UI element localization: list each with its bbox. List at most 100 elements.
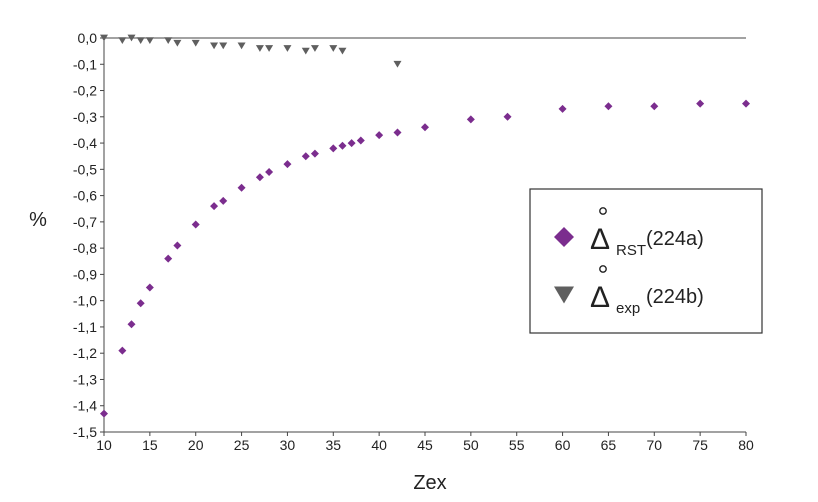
y-tick-label: -0,5 <box>73 161 97 177</box>
legend-symbol: Δ <box>590 281 610 314</box>
data-point-diamond <box>100 409 108 418</box>
data-point-diamond <box>650 102 659 111</box>
data-point-diamond <box>283 160 292 169</box>
y-tick-label: -0,2 <box>73 83 97 99</box>
data-point-diamond <box>375 131 384 140</box>
data-point-diamond <box>219 196 228 205</box>
series-2 <box>100 34 402 68</box>
x-tick-label: 70 <box>646 437 662 453</box>
legend-box <box>529 188 763 334</box>
data-point-diamond <box>136 299 145 308</box>
data-point-diamond <box>347 139 356 148</box>
series-1 <box>100 99 750 418</box>
data-point-triangle <box>136 37 145 45</box>
data-point-triangle <box>338 47 347 55</box>
data-point-diamond <box>118 346 127 355</box>
data-point-triangle <box>237 42 246 50</box>
data-point-diamond <box>301 152 310 161</box>
data-point-triangle <box>283 45 292 52</box>
data-point-triangle <box>164 37 173 45</box>
legend-symbol: Δ <box>590 223 610 256</box>
legend-marker <box>554 286 574 304</box>
x-tick-label: 35 <box>325 437 341 453</box>
axes <box>100 37 747 436</box>
y-tick-label: -0,6 <box>73 188 97 204</box>
y-tick-label: -1,3 <box>73 371 97 387</box>
x-tick-label: 75 <box>692 437 708 453</box>
data-point-diamond <box>338 141 347 150</box>
data-point-diamond <box>255 173 264 182</box>
data-point-diamond <box>604 102 613 111</box>
data-point-diamond <box>191 220 200 229</box>
y-tick-label: -0,9 <box>73 266 97 282</box>
x-tick-label: 45 <box>417 437 433 453</box>
x-axis-label: Zex <box>413 472 446 494</box>
x-tick-label: 65 <box>601 437 617 453</box>
y-axis-label: % <box>29 209 47 231</box>
data-point-triangle <box>191 39 200 47</box>
x-tick-label: 10 <box>96 437 112 453</box>
data-point-triangle <box>219 42 228 50</box>
data-point-diamond <box>310 149 319 158</box>
data-point-triangle <box>127 34 136 42</box>
legend: Δ RST (224a) Δ exp (224b) <box>529 188 763 334</box>
y-tick-label: -0,1 <box>73 56 97 72</box>
data-point-diamond <box>265 167 274 176</box>
ring-accent <box>599 265 607 273</box>
y-tick-label: -1,5 <box>73 424 97 440</box>
data-point-triangle <box>329 45 338 52</box>
data-point-diamond <box>421 123 429 132</box>
x-tick-label: 40 <box>371 437 387 453</box>
y-tick-label: -0,3 <box>73 109 97 125</box>
data-point-diamond <box>173 241 182 250</box>
y-tick-label: -0,4 <box>73 135 97 151</box>
data-points <box>100 34 750 418</box>
tick-labels: 0,0 -0,1 -0,2 -0,3 -0,4 -0,5 -0,6 -0,7 -0,8 -0,9 -… <box>73 30 754 453</box>
y-tick-label: -1,2 <box>73 345 97 361</box>
data-point-diamond <box>329 144 338 153</box>
data-point-diamond <box>210 202 219 211</box>
data-point-diamond <box>356 136 365 145</box>
y-tick-label: -0,8 <box>73 240 97 256</box>
data-point-triangle <box>301 47 310 55</box>
y-tick-label: -1,1 <box>73 319 97 335</box>
x-tick-label: 55 <box>509 437 525 453</box>
legend-suffix: (224b) <box>646 286 704 308</box>
data-point-diamond <box>696 99 705 108</box>
y-tick-label: -1,4 <box>73 398 97 414</box>
ring-accent <box>599 207 607 215</box>
y-tick-label: -0,7 <box>73 214 97 230</box>
data-point-triangle <box>265 45 274 52</box>
x-tick-label: 25 <box>234 437 250 453</box>
data-point-triangle <box>310 45 319 52</box>
data-point-triangle <box>255 45 264 52</box>
data-point-diamond <box>558 104 567 113</box>
legend-marker <box>554 227 574 247</box>
data-point-triangle <box>145 37 154 45</box>
legend-subscript: exp <box>616 300 640 317</box>
data-point-triangle <box>173 39 182 47</box>
x-tick-label: 15 <box>142 437 158 453</box>
data-point-diamond <box>164 254 173 263</box>
x-tick-label: 50 <box>463 437 479 453</box>
x-tick-label: 60 <box>555 437 571 453</box>
x-tick-label: 20 <box>188 437 204 453</box>
data-point-diamond <box>742 99 750 108</box>
x-tick-label: 80 <box>738 437 754 453</box>
y-tick-label: -1,0 <box>73 293 97 309</box>
data-point-diamond <box>503 112 512 121</box>
y-tick-label: 0,0 <box>78 30 98 46</box>
x-tick-label: 30 <box>280 437 296 453</box>
legend-suffix: (224a) <box>646 228 704 250</box>
legend-subscript: RST <box>616 242 646 259</box>
data-point-diamond <box>466 115 475 124</box>
data-point-triangle <box>100 34 108 42</box>
data-point-diamond <box>127 320 136 329</box>
data-point-triangle <box>118 37 127 45</box>
data-point-diamond <box>145 283 154 292</box>
legend-item-1: Δ RST (224a) <box>554 207 704 259</box>
data-point-triangle <box>393 60 402 68</box>
